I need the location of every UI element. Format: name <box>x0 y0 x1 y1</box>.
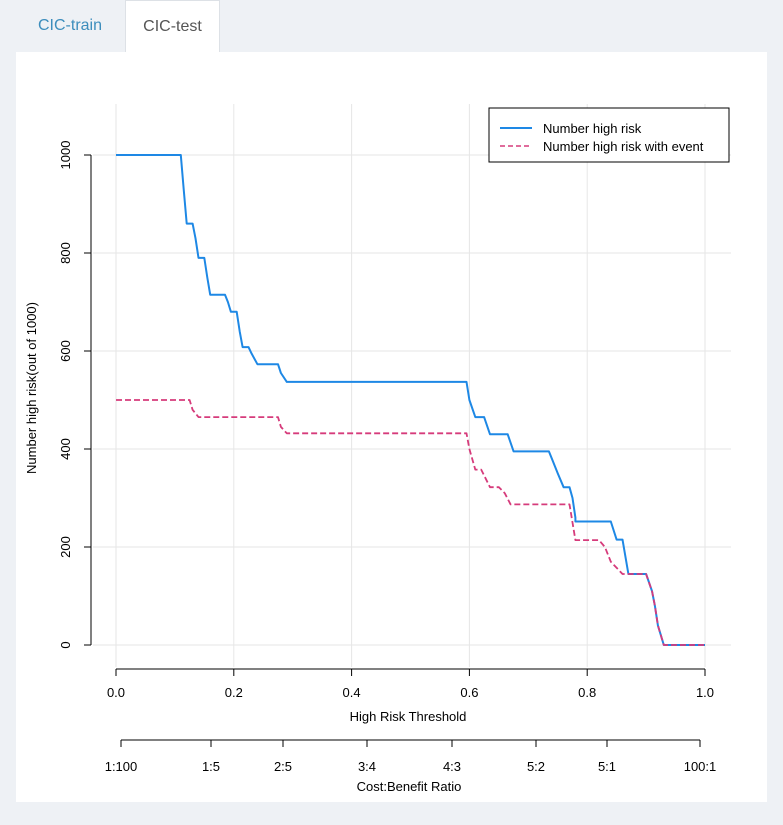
cost-benefit-tick-label: 1:100 <box>105 759 138 774</box>
lines-layer <box>116 154 705 646</box>
legend-label-number-high-risk-with-event: Number high risk with event <box>543 139 704 154</box>
series-line-number-high-risk-with-event <box>116 399 705 646</box>
legend-label-number-high-risk: Number high risk <box>543 121 642 136</box>
x-tick-label: 1.0 <box>696 685 714 700</box>
cost-benefit-tick-label: 5:2 <box>527 759 545 774</box>
cost-benefit-tick-label: 5:1 <box>598 759 616 774</box>
x-tick-label: 0.8 <box>578 685 596 700</box>
x-tick-label: 0.2 <box>225 685 243 700</box>
cost-benefit-tick-label: 1:5 <box>202 759 220 774</box>
legend: Number high risk Number high risk with e… <box>488 107 730 163</box>
y-tick-label: 1000 <box>58 141 73 170</box>
tab-cic-test[interactable]: CIC-test <box>125 0 220 53</box>
x-axis-title: High Risk Threshold <box>350 709 467 724</box>
y-tick-label: 200 <box>58 536 73 558</box>
cost-benefit-tick-label: 100:1 <box>684 759 717 774</box>
series-line-number-high-risk <box>116 154 705 646</box>
x-tick-label: 0.0 <box>107 685 125 700</box>
y-axis-title: Number high risk(out of 1000) <box>24 302 39 474</box>
x-tick-label: 0.4 <box>343 685 361 700</box>
cost-benefit-tick-label: 4:3 <box>443 759 461 774</box>
grid-layer <box>93 104 731 667</box>
cost-benefit-axis-title: Cost:Benefit Ratio <box>357 779 462 794</box>
cost-benefit-tick-label: 3:4 <box>358 759 376 774</box>
y-tick-label: 600 <box>58 340 73 362</box>
x-tick-label: 0.6 <box>460 685 478 700</box>
y-tick-label: 800 <box>58 242 73 264</box>
cost-benefit-tick-label: 2:5 <box>274 759 292 774</box>
axes-layer: 0 200 400 600 800 1000 0.0 0.2 0.4 0.6 0.8 1.0 1:100… <box>58 141 716 774</box>
y-tick-label: 0 <box>58 641 73 648</box>
tab-cic-train[interactable]: CIC-train <box>37 17 102 34</box>
tab-bar: CIC-train CIC-test <box>0 0 783 53</box>
legend-box <box>488 107 730 163</box>
y-tick-label: 400 <box>58 438 73 460</box>
chart-panel <box>16 52 767 802</box>
